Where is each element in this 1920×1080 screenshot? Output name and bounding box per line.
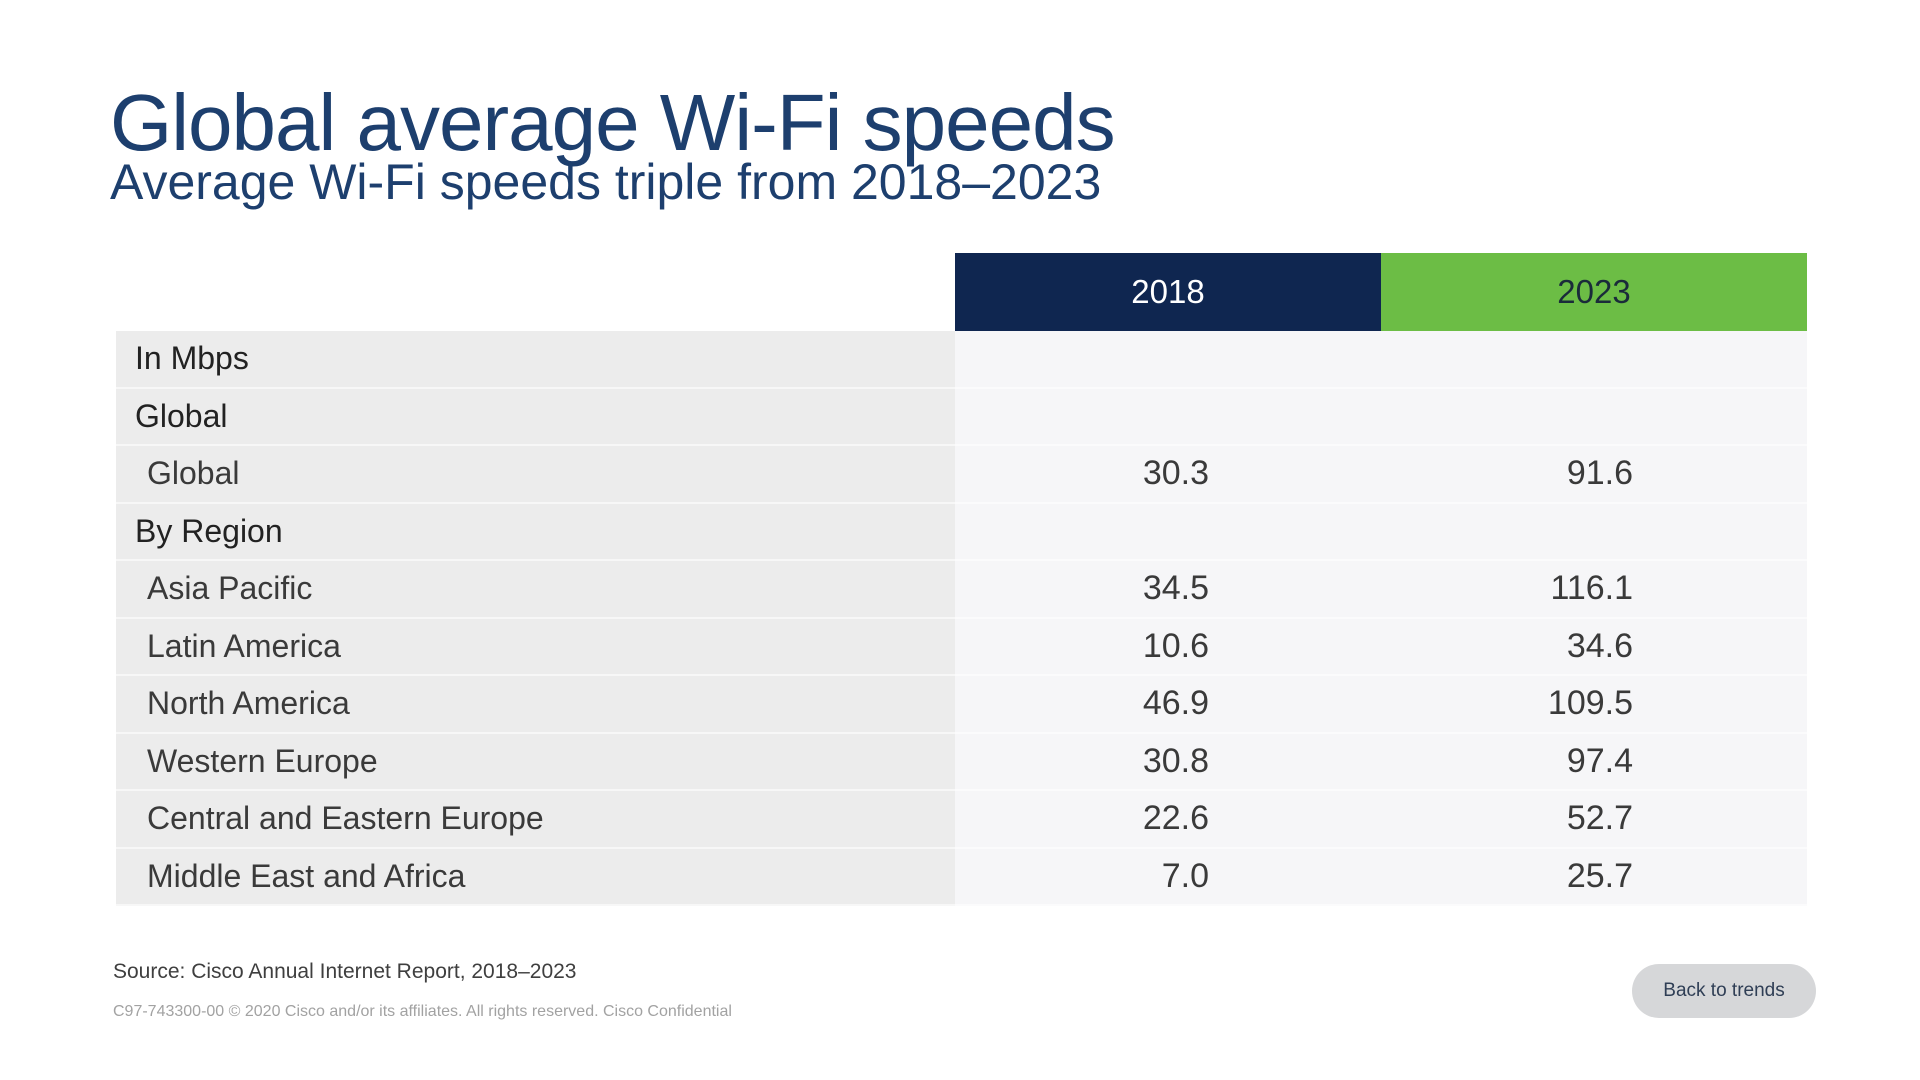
value-2023: 25.7 [1381,848,1807,906]
value-2018: 10.6 [955,618,1381,676]
table-row: North America 46.9 109.5 [116,676,1808,734]
value-2023: 34.6 [1381,618,1807,676]
value-2023: 52.7 [1381,791,1807,849]
back-to-trends-button[interactable]: Back to trends [1632,964,1816,1018]
table-row: Western Europe 30.8 97.4 [116,733,1808,791]
header-spacer [116,253,955,331]
table-row: Asia Pacific 34.5 116.1 [116,561,1808,619]
column-header-2023: 2023 [1381,253,1807,331]
table-row: Central and Eastern Europe 22.6 52.7 [116,791,1808,849]
table-row: In Mbps [116,331,1808,389]
slide-title: Global average Wi-Fi speeds [110,78,1116,167]
value-2018: 30.3 [955,446,1381,504]
value-2023: 97.4 [1381,733,1807,791]
value-2018 [955,388,1381,446]
table-row: Global 30.3 91.6 [116,446,1808,504]
value-2023: 91.6 [1381,446,1807,504]
table-row: Middle East and Africa 7.0 25.7 [116,848,1808,906]
value-2018 [955,503,1381,561]
row-section-label: In Mbps [116,331,955,389]
value-2023: 109.5 [1381,676,1807,734]
value-2023 [1381,331,1807,389]
table-body: In Mbps Global Global 30.3 91.6 By Region Asia… [116,331,1808,906]
table-header-row: 2018 2023 [116,253,1808,331]
table-row: By Region [116,503,1808,561]
value-2018: 7.0 [955,848,1381,906]
value-2018: 34.5 [955,561,1381,619]
column-header-2018: 2018 [955,253,1381,331]
value-2023: 116.1 [1381,561,1807,619]
slide-subtitle: Average Wi-Fi speeds triple from 2018–20… [110,154,1102,210]
wifi-speed-table: 2018 2023 In Mbps Global Global 30.3 91.6 By … [116,253,1808,906]
value-2018: 46.9 [955,676,1381,734]
row-label: Global [116,446,955,504]
row-label: Western Europe [116,733,955,791]
value-2023 [1381,388,1807,446]
row-label: North America [116,676,955,734]
value-2018: 22.6 [955,791,1381,849]
value-2018 [955,331,1381,389]
value-2023 [1381,503,1807,561]
source-note: Source: Cisco Annual Internet Report, 20… [113,960,577,983]
table-row: Global [116,388,1808,446]
row-label: Latin America [116,618,955,676]
value-2018: 30.8 [955,733,1381,791]
row-label: Central and Eastern Europe [116,791,955,849]
row-label: Middle East and Africa [116,848,955,906]
row-section-label: Global [116,388,955,446]
row-section-label: By Region [116,503,955,561]
legal-footer: C97-743300-00 © 2020 Cisco and/or its af… [113,1003,732,1020]
row-label: Asia Pacific [116,561,955,619]
table-row: Latin America 10.6 34.6 [116,618,1808,676]
